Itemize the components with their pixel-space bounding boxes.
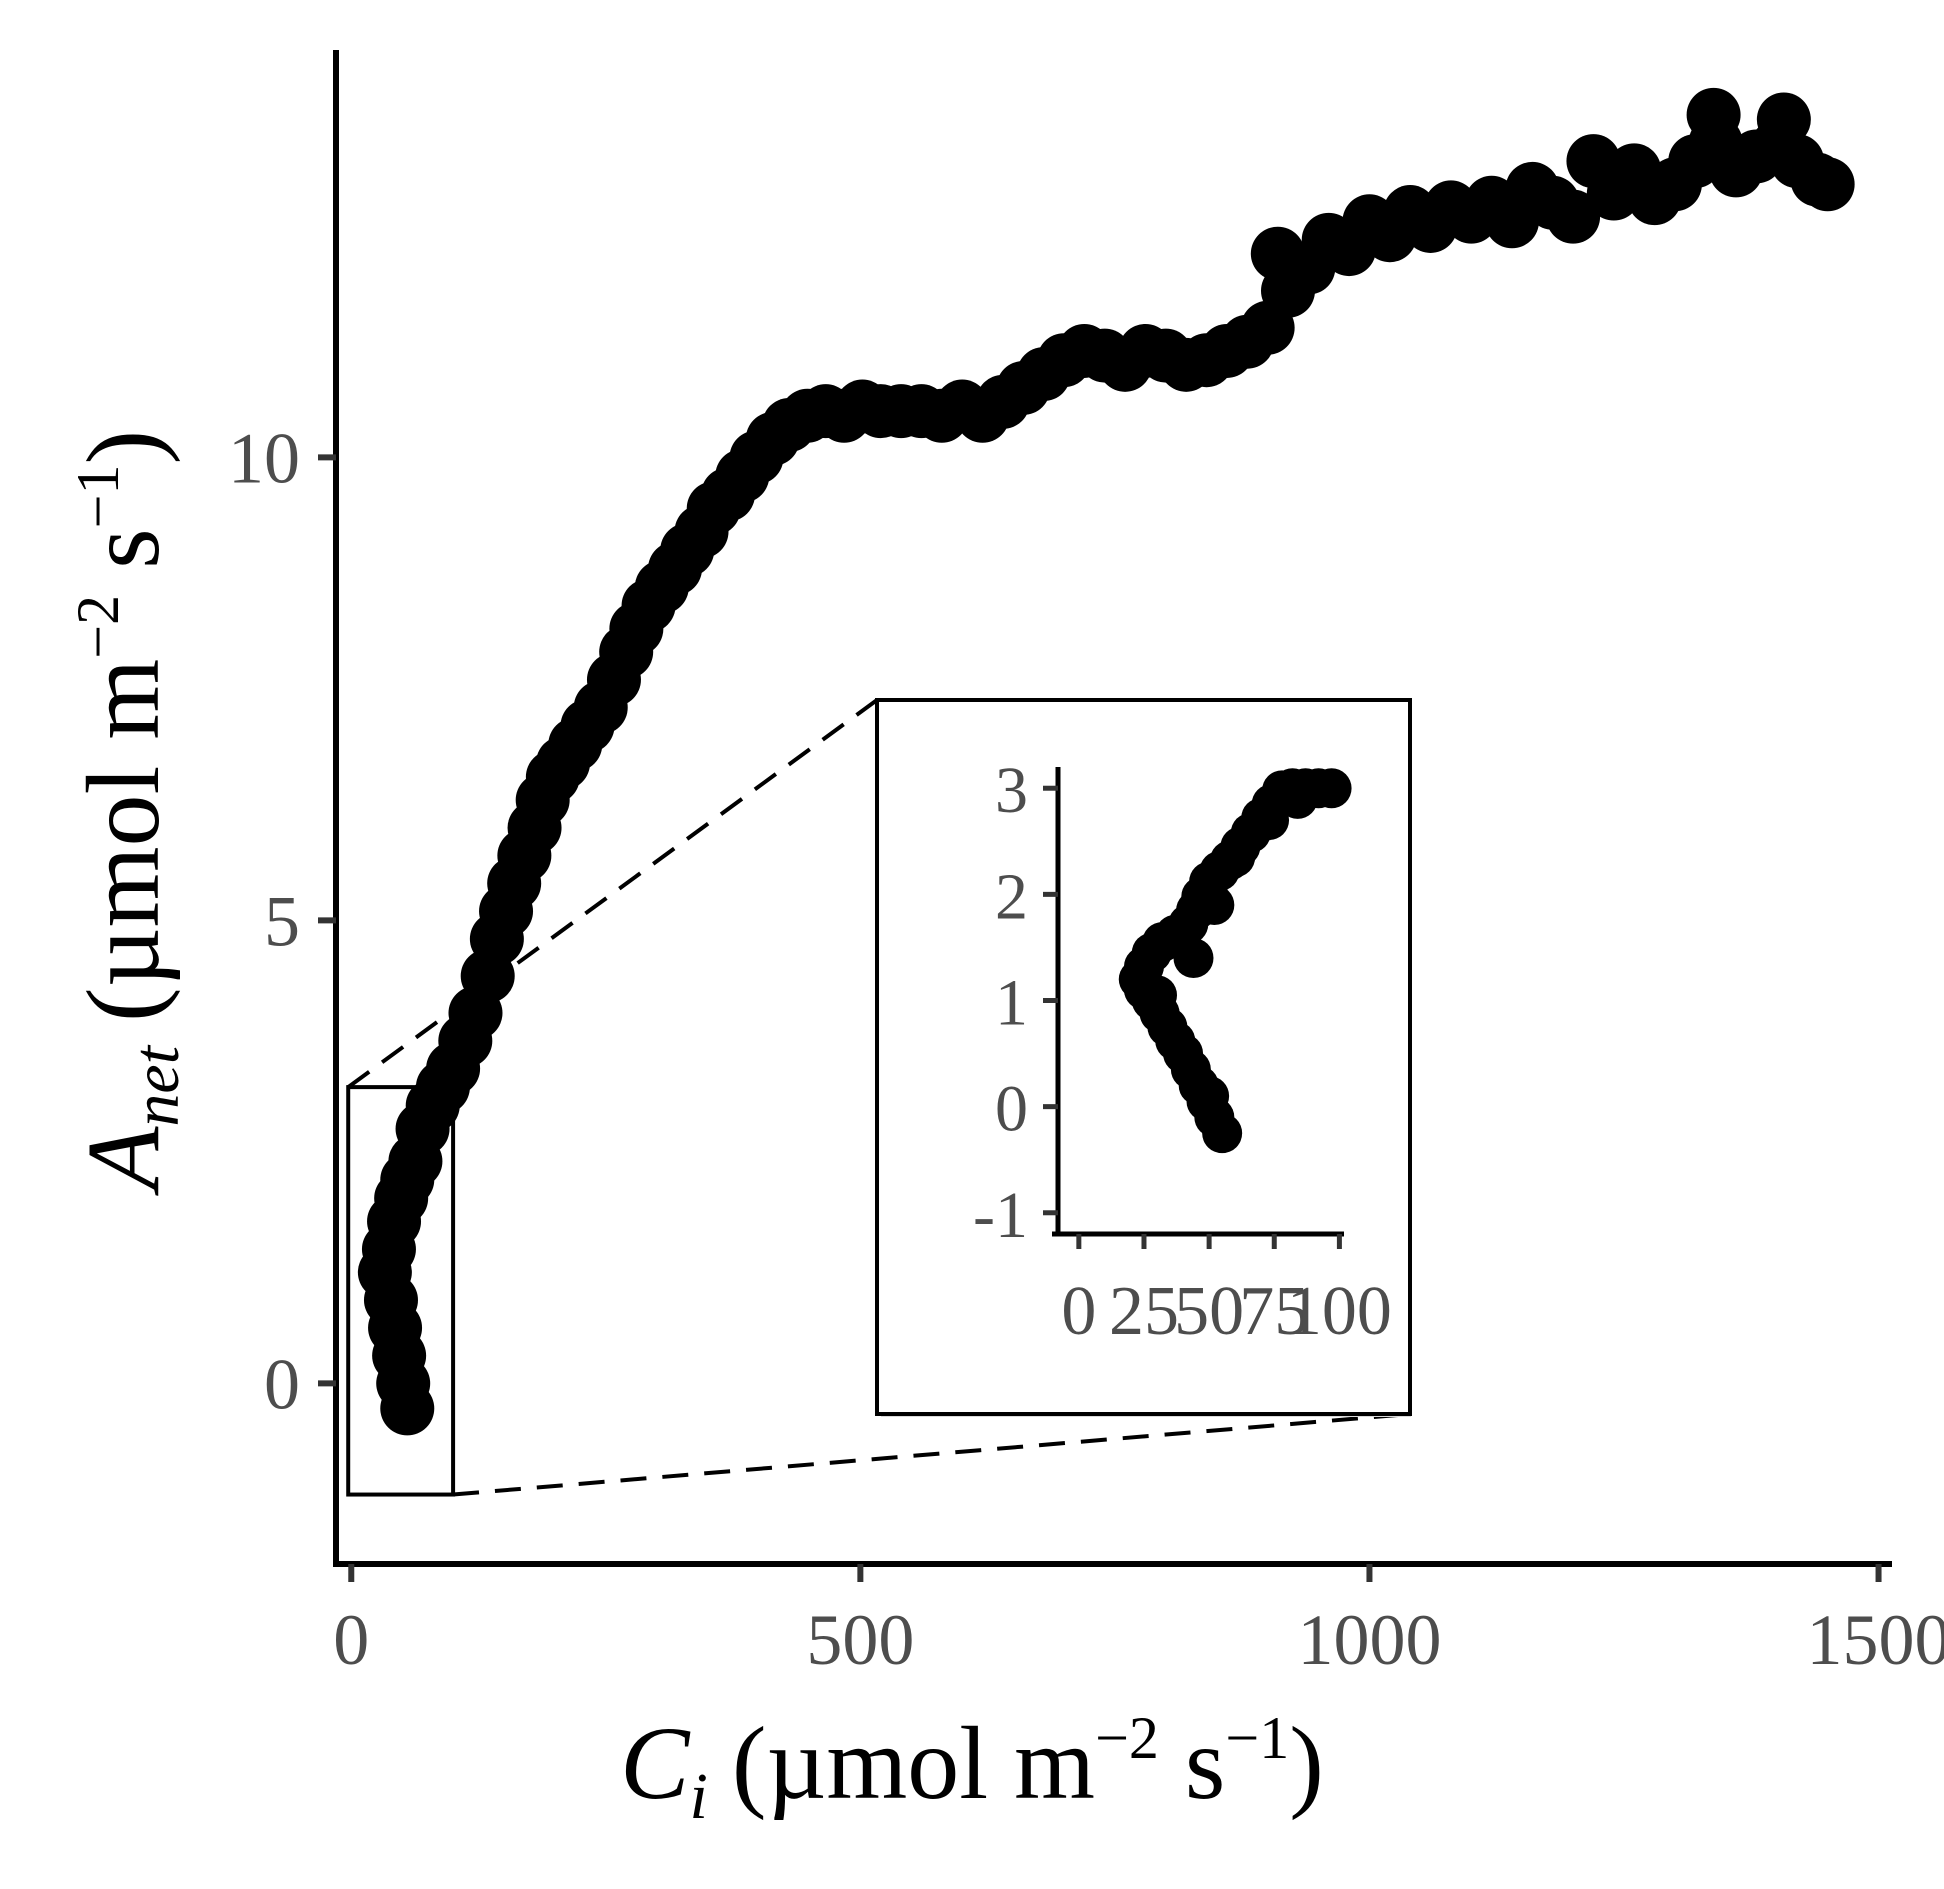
y-axis-symbol: A: [66, 1126, 181, 1196]
inset-data-point: [1137, 975, 1178, 1016]
inset-y-tick-label: 0: [995, 1073, 1028, 1146]
x-axis-units-mid: s: [1159, 1706, 1225, 1821]
inset-data-point: [1173, 938, 1214, 979]
main-data-point: [1546, 189, 1601, 244]
y-axis-exp2: −1: [65, 465, 131, 529]
inset-y-tick-label: -1: [973, 1179, 1028, 1252]
x-tick-label: 1000: [1297, 1600, 1441, 1680]
zoom-connector-top: [347, 698, 879, 1089]
x-tick-label: 0: [333, 1600, 369, 1680]
main-points: [357, 87, 1855, 1436]
zoom-region-box: [346, 1085, 456, 1497]
x-axis-units-prefix: (µmol m: [732, 1706, 1095, 1821]
main-data-point: [1800, 157, 1855, 212]
inset-data-point: [1215, 837, 1256, 878]
zoom-connector-bottom: [452, 1412, 1411, 1497]
inset-y-tick-label: 3: [995, 754, 1028, 827]
y-axis-subscript: net: [120, 1044, 193, 1126]
inset-x-tick-label: 25: [1109, 1273, 1179, 1350]
x-tick-label: 500: [806, 1600, 914, 1680]
y-axis-title: Anet (µmol m−2 s−1): [65, 430, 193, 1196]
y-axis-exp1: −2: [65, 595, 131, 659]
x-axis-exp1: −2: [1095, 1705, 1159, 1771]
x-axis-exp2: −1: [1225, 1705, 1289, 1771]
zoom-connectors: [346, 698, 1411, 1497]
inset-data-point: [1249, 800, 1290, 841]
inset-data-point: [1194, 884, 1235, 925]
main-data-point: [1756, 92, 1811, 147]
x-axis-symbol: C: [620, 1706, 691, 1821]
inset-data-point: [1189, 1076, 1230, 1117]
y-tick-label: 0: [264, 1344, 300, 1424]
y-tick-label: 10: [228, 418, 300, 498]
y-ticks: 0 5 10: [228, 418, 336, 1424]
main-data-point: [1686, 87, 1741, 142]
y-axis-units-prefix: (µmol m: [66, 659, 181, 1022]
inset-x-tick-label: 75: [1239, 1273, 1309, 1350]
y-axis-units-suffix: ): [66, 430, 181, 465]
inset-y-tick-label: 1: [995, 967, 1028, 1040]
inset-y-tick-label: 2: [995, 860, 1028, 933]
x-axis-subscript: i: [689, 1760, 707, 1833]
x-axis-units-suffix: ): [1289, 1706, 1324, 1821]
inset-frame: [875, 698, 1412, 1416]
y-axis-units-mid: s: [66, 528, 181, 594]
inset-y-ticks: -1 0 1 2 3: [973, 754, 1058, 1252]
x-ticks: 0 500 1000 1500: [333, 1564, 1944, 1680]
inset-data-point: [1277, 778, 1318, 819]
x-tick-label: 1500: [1807, 1600, 1944, 1680]
inset-x-tick-label: 50: [1174, 1273, 1244, 1350]
y-tick-label: 5: [264, 881, 300, 961]
x-axis-title: Ci (µmol m−2 s−1): [620, 1705, 1324, 1833]
inset-points: [1118, 768, 1352, 1154]
inset-x-tick-label: 0: [1061, 1273, 1096, 1350]
inset-x-tick-label: 100: [1287, 1273, 1392, 1350]
inset-data-point: [1311, 768, 1352, 809]
